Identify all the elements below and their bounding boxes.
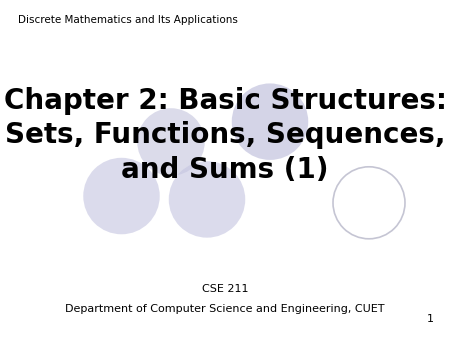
Text: Discrete Mathematics and Its Applications: Discrete Mathematics and Its Application… bbox=[18, 15, 238, 25]
Ellipse shape bbox=[137, 108, 205, 176]
Text: CSE 211: CSE 211 bbox=[202, 284, 248, 294]
Ellipse shape bbox=[232, 83, 308, 160]
Text: Department of Computer Science and Engineering, CUET: Department of Computer Science and Engin… bbox=[65, 304, 385, 314]
Text: 1: 1 bbox=[427, 314, 434, 324]
Text: Chapter 2: Basic Structures:
Sets, Functions, Sequences,
and Sums (1): Chapter 2: Basic Structures: Sets, Funct… bbox=[4, 87, 446, 184]
Ellipse shape bbox=[169, 161, 245, 238]
Ellipse shape bbox=[83, 158, 160, 234]
